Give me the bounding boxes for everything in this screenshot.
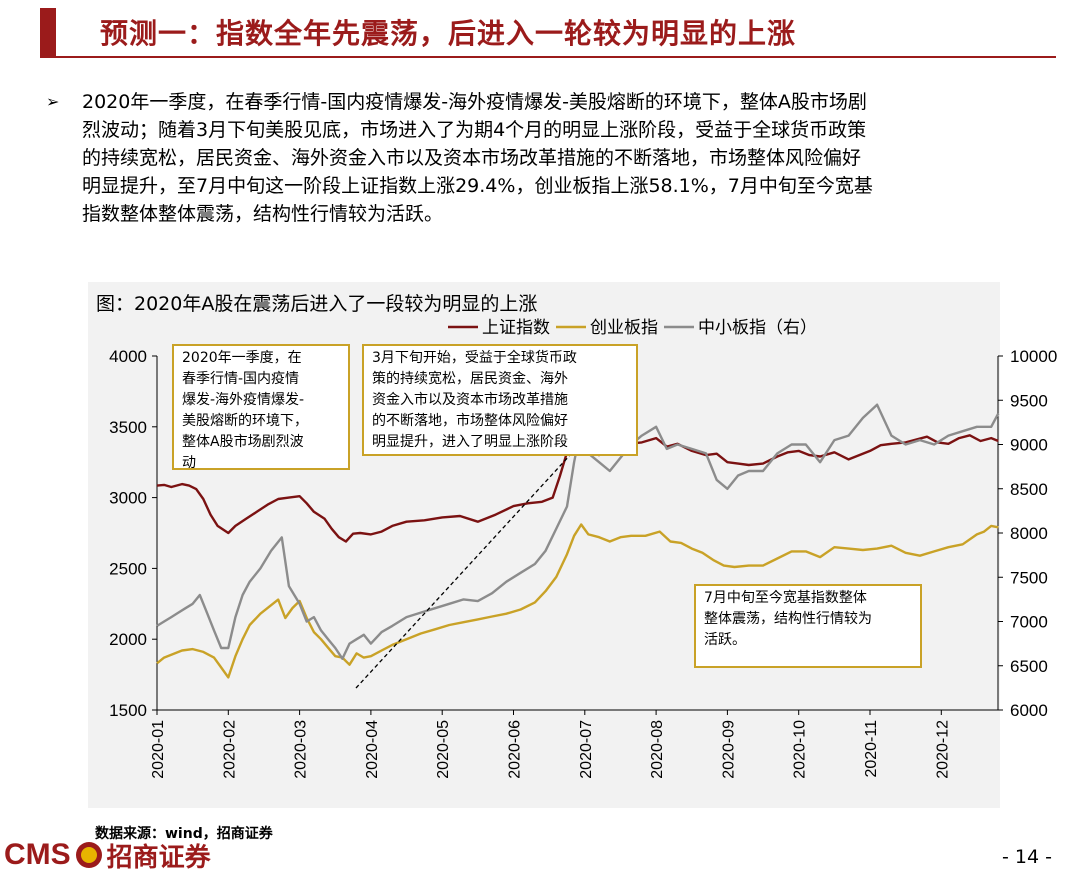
x-tick-label: 2020-04 <box>364 720 381 779</box>
x-tick-label: 2020-06 <box>507 720 524 779</box>
right-y-tick-label: 9500 <box>1010 391 1048 410</box>
right-y-tick-label: 8500 <box>1010 480 1048 499</box>
title-accent-bar <box>40 8 56 56</box>
right-y-tick-label: 7500 <box>1010 568 1048 587</box>
cms-logo: CMS 招商证券 <box>4 838 211 873</box>
x-tick-label: 2020-10 <box>792 720 809 779</box>
x-tick-label: 2020-07 <box>578 720 595 779</box>
legend-label-2: 创业板指 <box>590 318 658 337</box>
title-divider <box>40 56 1056 58</box>
x-tick-label: 2020-03 <box>293 720 310 779</box>
annotation-q1-volatility: 2020年一季度，在 春季行情-国内疫情 爆发-海外疫情爆发- 美股熔断的环境下… <box>172 344 350 471</box>
bullet-arrow-icon: ➢ <box>46 92 60 111</box>
x-tick-label: 2020-12 <box>934 720 951 779</box>
left-y-tick-label: 3500 <box>109 418 147 437</box>
x-tick-label: 2020-09 <box>720 720 737 779</box>
chart-title: 图：2020年A股在震荡后进入了一段较为明显的上涨 <box>96 293 538 315</box>
x-tick-label: 2020-02 <box>221 720 238 779</box>
summary-paragraph: 2020年一季度，在春季行情-国内疫情爆发-海外疫情爆发-美股熔断的环境下，整体… <box>82 91 873 225</box>
x-tick-label: 2020-01 <box>150 720 167 779</box>
page-title: 预测一：指数全年先震荡，后进入一轮较为明显的上涨 <box>100 17 797 50</box>
logo-text: CMS <box>4 838 71 871</box>
right-y-tick-label: 6000 <box>1010 701 1048 720</box>
left-y-tick-label: 1500 <box>109 701 147 720</box>
right-y-tick-label: 7000 <box>1010 613 1048 632</box>
legend-label-3: 中小板指（右） <box>698 318 817 337</box>
right-y-tick-label: 6500 <box>1010 657 1048 676</box>
left-y-tick-label: 4000 <box>109 347 147 366</box>
right-y-tick-label: 8000 <box>1010 524 1048 543</box>
series-line-2 <box>156 523 999 679</box>
legend-label-1: 上证指数 <box>482 318 550 337</box>
series-line-3 <box>156 403 1000 660</box>
left-y-tick-label: 3000 <box>109 489 147 508</box>
series-line-1 <box>156 432 999 543</box>
x-tick-label: 2020-05 <box>435 720 452 779</box>
logo-chinese-name: 招商证券 <box>106 842 211 873</box>
trend-arrow-line <box>355 391 629 689</box>
data-source-note: 数据来源：wind，招商证券 <box>95 826 273 842</box>
annotation-july-onward: 7月中旬至今宽基指数整体 整体震荡，结构性行情较为 活跃。 <box>694 584 922 668</box>
left-y-tick-label: 2000 <box>109 630 147 649</box>
x-tick-label: 2020-08 <box>649 720 666 779</box>
x-tick-label: 2020-11 <box>863 720 880 778</box>
page-number: - 14 - <box>1002 846 1052 868</box>
cms-emblem-icon <box>75 842 102 868</box>
right-y-tick-label: 9000 <box>1010 436 1048 455</box>
right-y-tick-label: 10000 <box>1010 347 1057 366</box>
annotation-rally-start: 3月下旬开始，受益于全球货币政 策的持续宽松，居民资金、海外 资金入市以及资本市… <box>362 344 638 456</box>
left-y-tick-label: 2500 <box>109 559 147 578</box>
